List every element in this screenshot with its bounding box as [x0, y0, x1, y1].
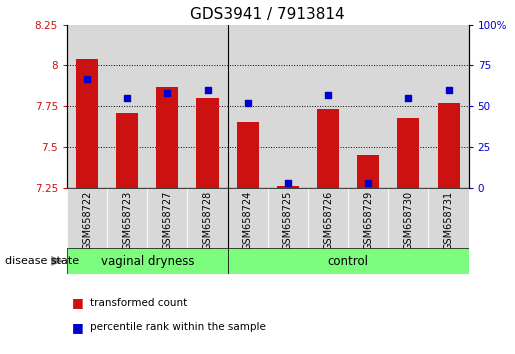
Bar: [428, 188, 469, 250]
Bar: [67, 25, 107, 188]
Text: disease state: disease state: [5, 256, 79, 266]
Bar: [428, 25, 469, 188]
Text: GSM658725: GSM658725: [283, 191, 293, 250]
Bar: [317, 109, 339, 188]
Bar: [357, 155, 379, 188]
Bar: [157, 87, 178, 188]
Text: GSM658723: GSM658723: [122, 191, 132, 250]
Point: [324, 92, 332, 98]
Text: ■: ■: [72, 321, 84, 334]
Bar: [187, 25, 228, 188]
Point: [83, 76, 91, 81]
Bar: [277, 186, 299, 188]
Bar: [116, 113, 138, 188]
Bar: [308, 188, 348, 250]
Bar: [107, 25, 147, 188]
Bar: [268, 25, 308, 188]
Bar: [187, 188, 228, 250]
Bar: [147, 188, 187, 250]
Text: GSM658731: GSM658731: [443, 191, 454, 250]
Text: ■: ■: [72, 296, 84, 309]
Point: [404, 95, 413, 101]
Point: [444, 87, 453, 93]
Bar: [107, 188, 147, 250]
Bar: [348, 25, 388, 188]
Bar: [76, 59, 98, 188]
Bar: [398, 118, 419, 188]
Bar: [438, 103, 459, 188]
Polygon shape: [51, 256, 64, 266]
Bar: [67, 248, 228, 274]
Bar: [388, 25, 428, 188]
Bar: [348, 188, 388, 250]
Bar: [268, 188, 308, 250]
Text: percentile rank within the sample: percentile rank within the sample: [90, 322, 266, 332]
Bar: [388, 188, 428, 250]
Text: vaginal dryness: vaginal dryness: [100, 255, 194, 268]
Text: GSM658727: GSM658727: [162, 191, 173, 250]
Bar: [237, 122, 259, 188]
Point: [244, 100, 252, 106]
Point: [364, 180, 372, 185]
Text: GSM658730: GSM658730: [403, 191, 414, 250]
Point: [284, 180, 292, 185]
Text: control: control: [328, 255, 369, 268]
Point: [123, 95, 131, 101]
Text: GSM658726: GSM658726: [323, 191, 333, 250]
Bar: [197, 98, 218, 188]
Point: [163, 90, 171, 96]
Bar: [228, 25, 268, 188]
Text: GSM658722: GSM658722: [82, 191, 92, 250]
Title: GDS3941 / 7913814: GDS3941 / 7913814: [191, 7, 345, 22]
Text: GSM658728: GSM658728: [202, 191, 213, 250]
Text: GSM658729: GSM658729: [363, 191, 373, 250]
Bar: [228, 248, 469, 274]
Bar: [147, 25, 187, 188]
Bar: [228, 188, 268, 250]
Point: [203, 87, 212, 93]
Text: transformed count: transformed count: [90, 298, 187, 308]
Bar: [308, 25, 348, 188]
Text: GSM658724: GSM658724: [243, 191, 253, 250]
Bar: [67, 188, 107, 250]
